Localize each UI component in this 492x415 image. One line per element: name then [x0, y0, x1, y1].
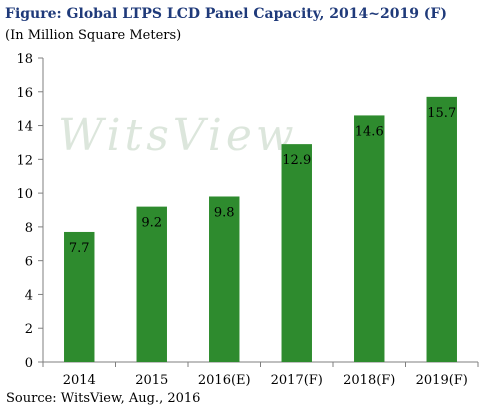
chart-title: Figure: Global LTPS LCD Panel Capacity, …: [5, 6, 447, 22]
data-labels: 7.7 9.2 9.8 12.9 14.6 15.7: [69, 106, 456, 256]
chart-subtitle: (In Million Square Meters): [5, 28, 182, 43]
data-label: 7.7: [69, 241, 90, 256]
x-tick-label: 2016(E): [198, 373, 251, 388]
bar: [354, 115, 385, 362]
y-tick-label: 14: [16, 120, 33, 135]
y-tick-label: 8: [25, 221, 33, 236]
axes: 0 2 4 6 8 10 12 14 16 18 2014 2015 2016(E) 2017(F) 201…: [16, 52, 479, 388]
x-tick-label: 2019(F): [416, 373, 468, 388]
bar: [209, 196, 240, 362]
y-tick-label: 10: [16, 187, 33, 202]
y-tick-label: 0: [25, 356, 33, 371]
x-tick-label: 2015: [135, 373, 168, 388]
chart-source: Source: WitsView, Aug., 2016: [6, 391, 201, 406]
x-tick-label: 2018(F): [343, 373, 395, 388]
y-tick-label: 12: [16, 153, 33, 168]
x-tick-label: 2014: [63, 373, 96, 388]
bar: [426, 96, 457, 362]
bar: [136, 206, 167, 362]
y-tick-label: 16: [16, 86, 33, 101]
y-tick-label: 2: [25, 322, 33, 337]
data-label: 15.7: [427, 106, 456, 121]
bar: [281, 144, 312, 362]
data-label: 12.9: [282, 153, 311, 168]
x-tick-label: 2017(F): [271, 373, 323, 388]
witsview-watermark: WitsView: [58, 110, 298, 161]
bars: [64, 96, 457, 362]
y-tick-label: 18: [16, 52, 33, 67]
data-label: 14.6: [355, 124, 384, 139]
data-label: 9.8: [214, 205, 235, 220]
y-tick-label: 4: [25, 288, 33, 303]
bar: [64, 231, 95, 362]
data-label: 9.2: [141, 216, 162, 231]
y-tick-label: 6: [25, 255, 33, 270]
